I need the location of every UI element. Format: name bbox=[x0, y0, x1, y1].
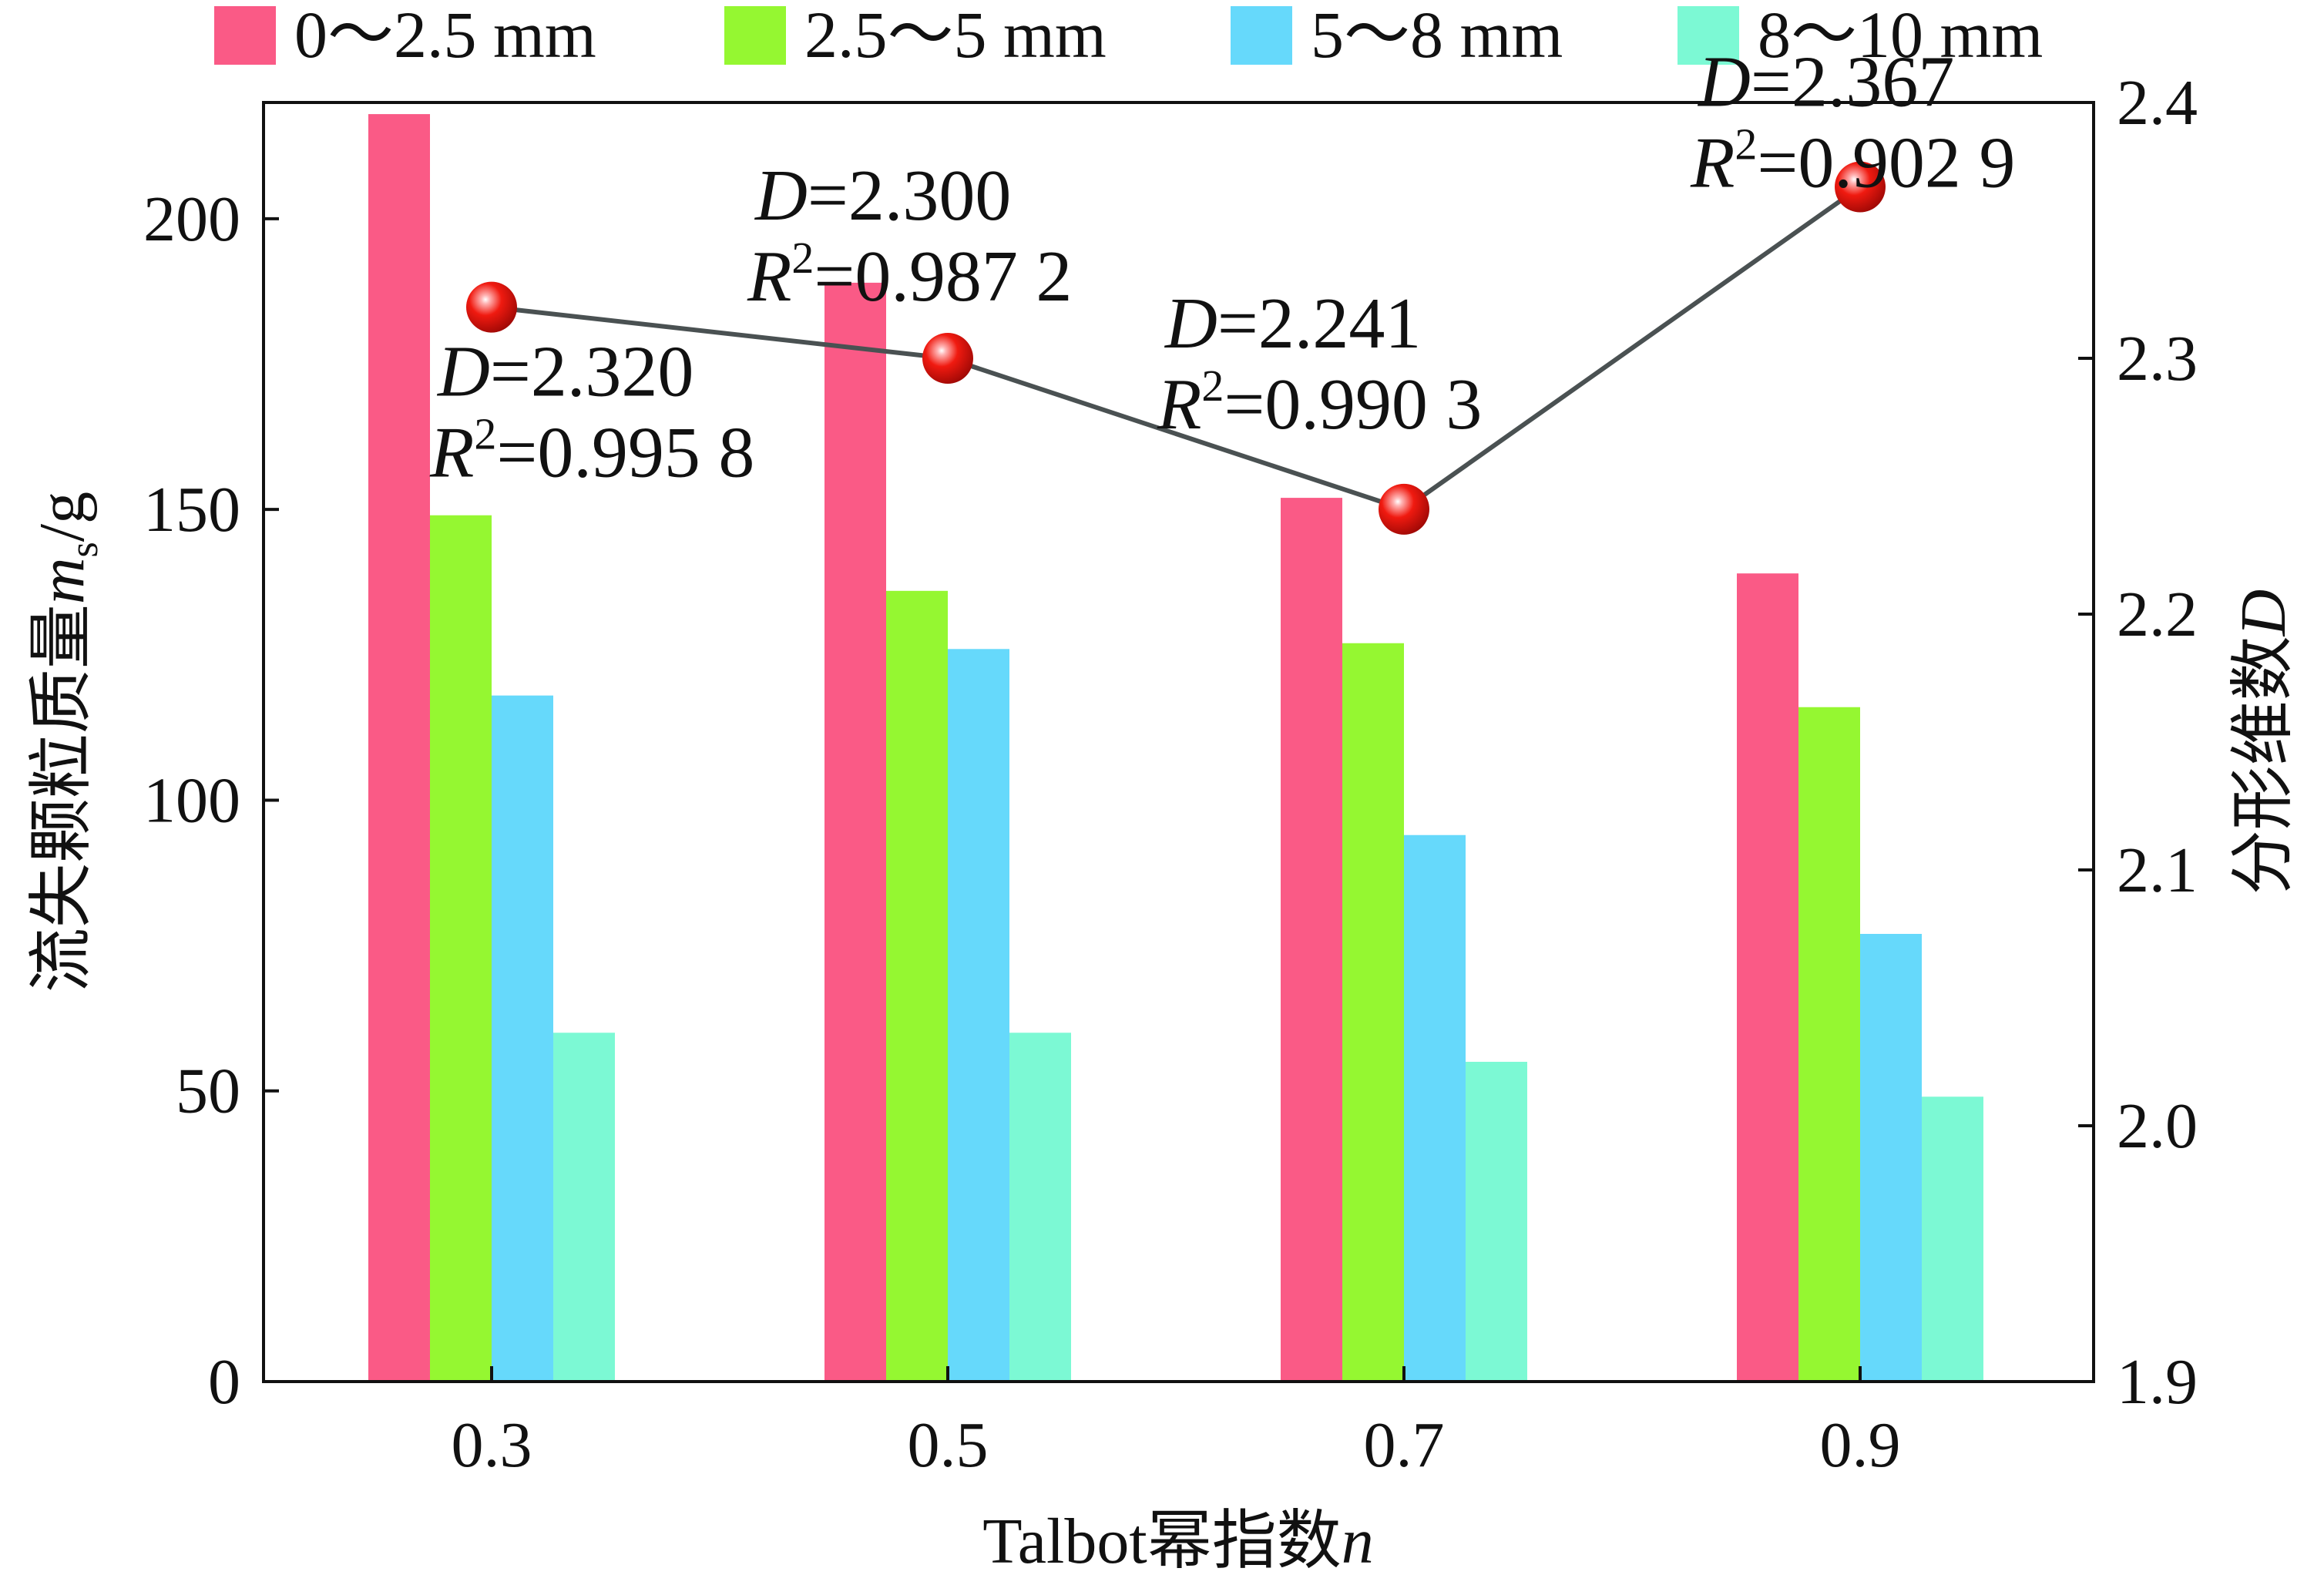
bar-3-0.7 bbox=[1404, 834, 1466, 1382]
annotation-r-symbol: R bbox=[1690, 123, 1735, 203]
left-axis-label-var: m bbox=[26, 557, 98, 604]
legend: 0～2.5 mm 2.5～5 mm 5～8 mm 8～10 mm bbox=[214, 0, 2043, 72]
annotation-r2-0.9: R2=0.902 9 bbox=[1690, 119, 2015, 203]
bar-3-0.5 bbox=[948, 649, 1009, 1382]
bar-3-0.9 bbox=[1860, 934, 1922, 1382]
annotation-d-symbol: D bbox=[436, 332, 490, 412]
legend-label-3: 5～8 mm bbox=[1311, 0, 1563, 72]
x-axis-label-var: n bbox=[1342, 1506, 1374, 1577]
fractal-dimension-marker-0.7 bbox=[1379, 483, 1429, 535]
annotation-r-symbol: R bbox=[747, 237, 791, 317]
legend-label-4: 8～10 mm bbox=[1758, 0, 2043, 72]
annotation-r-value: =0.902 9 bbox=[1757, 123, 2015, 203]
right-tick-label: 2.1 bbox=[2117, 834, 2198, 906]
annotation-r-value: =0.995 8 bbox=[496, 413, 754, 493]
annotation-r-symbol: R bbox=[429, 413, 474, 493]
bar-1-0.7 bbox=[1281, 498, 1342, 1382]
left-tick-label: 100 bbox=[143, 764, 240, 836]
x-tick-label: 0.7 bbox=[1364, 1409, 1445, 1481]
bar-4-0.3 bbox=[553, 1033, 615, 1382]
annotation-r2-0.3: R2=0.995 8 bbox=[429, 409, 754, 493]
annotation-r-sup: 2 bbox=[474, 409, 496, 459]
left-tick-label: 150 bbox=[143, 474, 240, 546]
annotation-r-sup: 2 bbox=[1201, 361, 1224, 411]
annotation-d-value: =2.367 bbox=[1751, 42, 1955, 123]
bar-2-0.7 bbox=[1342, 643, 1404, 1382]
fractal-dimension-marker-0.3 bbox=[466, 281, 517, 333]
right-tick-label: 2.2 bbox=[2117, 579, 2198, 650]
annotation-r-value: =0.987 2 bbox=[814, 237, 1072, 317]
x-axis-label: Talbot幂指数n bbox=[982, 1506, 1373, 1577]
annotation-r-symbol: R bbox=[1157, 364, 1201, 445]
right-tick-label: 2.0 bbox=[2117, 1090, 2198, 1162]
left-axis-label-sub: s bbox=[62, 542, 106, 557]
annotation-r-sup: 2 bbox=[791, 233, 814, 283]
fractal-dimension-marker-0.5 bbox=[922, 333, 973, 384]
left-axis-label-text: 流失颗粒质量 bbox=[26, 604, 98, 992]
x-axis-label-text: Talbot幂指数 bbox=[982, 1506, 1341, 1577]
legend-swatch-3 bbox=[1231, 6, 1292, 65]
annotation-r2-0.7: R2=0.990 3 bbox=[1157, 361, 1482, 445]
annotation-d-0.7: D=2.241 bbox=[1164, 284, 1421, 364]
right-axis-label-var: D bbox=[2228, 589, 2299, 637]
annotation-d-value: =2.320 bbox=[490, 332, 694, 412]
annotation-d-symbol: D bbox=[754, 156, 808, 236]
bar-1-0.3 bbox=[368, 114, 430, 1382]
annotation-d-symbol: D bbox=[1164, 284, 1217, 364]
right-tick-label: 2.3 bbox=[2117, 323, 2198, 395]
x-axis: 0.3 0.5 0.7 0.9 bbox=[452, 1366, 1901, 1481]
annotation-d-symbol: D bbox=[1697, 42, 1751, 123]
left-tick-label: 50 bbox=[176, 1056, 240, 1127]
annotation-d-value: =2.300 bbox=[808, 156, 1012, 236]
fractal-dimension-polyline bbox=[491, 185, 1862, 512]
x-tick-label: 0.5 bbox=[908, 1409, 989, 1481]
annotation-d-0.9: D=2.367 bbox=[1697, 42, 1954, 123]
fractal-dimension-line bbox=[466, 161, 1886, 535]
right-axis-label-text: 分形维数 bbox=[2228, 636, 2299, 895]
annotation-d-0.5: D=2.300 bbox=[754, 156, 1011, 236]
right-tick-label: 1.9 bbox=[2117, 1346, 2198, 1418]
bar-4-0.7 bbox=[1466, 1062, 1527, 1382]
legend-label-1: 0～2.5 mm bbox=[294, 0, 596, 72]
right-axis-label: 分形维数D bbox=[2228, 589, 2299, 895]
left-axis-label: 流失颗粒质量ms/g bbox=[26, 492, 106, 992]
annotation-d-value: =2.241 bbox=[1217, 284, 1422, 364]
left-tick-label: 200 bbox=[143, 183, 240, 255]
left-axis: 0 50 100 150 200 bbox=[143, 183, 279, 1418]
legend-swatch-4 bbox=[1678, 6, 1739, 65]
annotation-r2-0.5: R2=0.987 2 bbox=[747, 233, 1072, 317]
bar-4-0.5 bbox=[1009, 1033, 1071, 1382]
left-axis-label-unit: /g bbox=[26, 492, 98, 542]
bars bbox=[368, 114, 1983, 1382]
right-tick-label: 2.4 bbox=[2117, 67, 2198, 139]
bar-1-0.9 bbox=[1737, 573, 1798, 1382]
bar-3-0.3 bbox=[492, 695, 553, 1382]
left-tick-label: 0 bbox=[208, 1346, 240, 1418]
bar-2-0.5 bbox=[886, 590, 948, 1382]
legend-label-2: 2.5～5 mm bbox=[804, 0, 1107, 72]
bar-2-0.3 bbox=[430, 515, 492, 1382]
annotation-r-sup: 2 bbox=[1735, 119, 1757, 170]
fractal-dimension-marker-0.9 bbox=[1835, 161, 1886, 213]
annotation-r-value: =0.990 3 bbox=[1224, 364, 1482, 445]
plot-frame bbox=[262, 101, 2095, 1383]
legend-swatch-1 bbox=[214, 6, 276, 65]
bar-1-0.5 bbox=[824, 282, 886, 1382]
legend-swatch-2 bbox=[724, 6, 786, 65]
bar-4-0.9 bbox=[1922, 1096, 1983, 1382]
bar-2-0.9 bbox=[1798, 707, 1860, 1382]
annotation-d-0.3: D=2.320 bbox=[436, 332, 694, 412]
x-tick-label: 0.3 bbox=[452, 1409, 532, 1481]
x-tick-label: 0.9 bbox=[1820, 1409, 1901, 1481]
right-axis: 1.9 2.0 2.1 2.2 2.3 2.4 bbox=[2078, 67, 2198, 1418]
